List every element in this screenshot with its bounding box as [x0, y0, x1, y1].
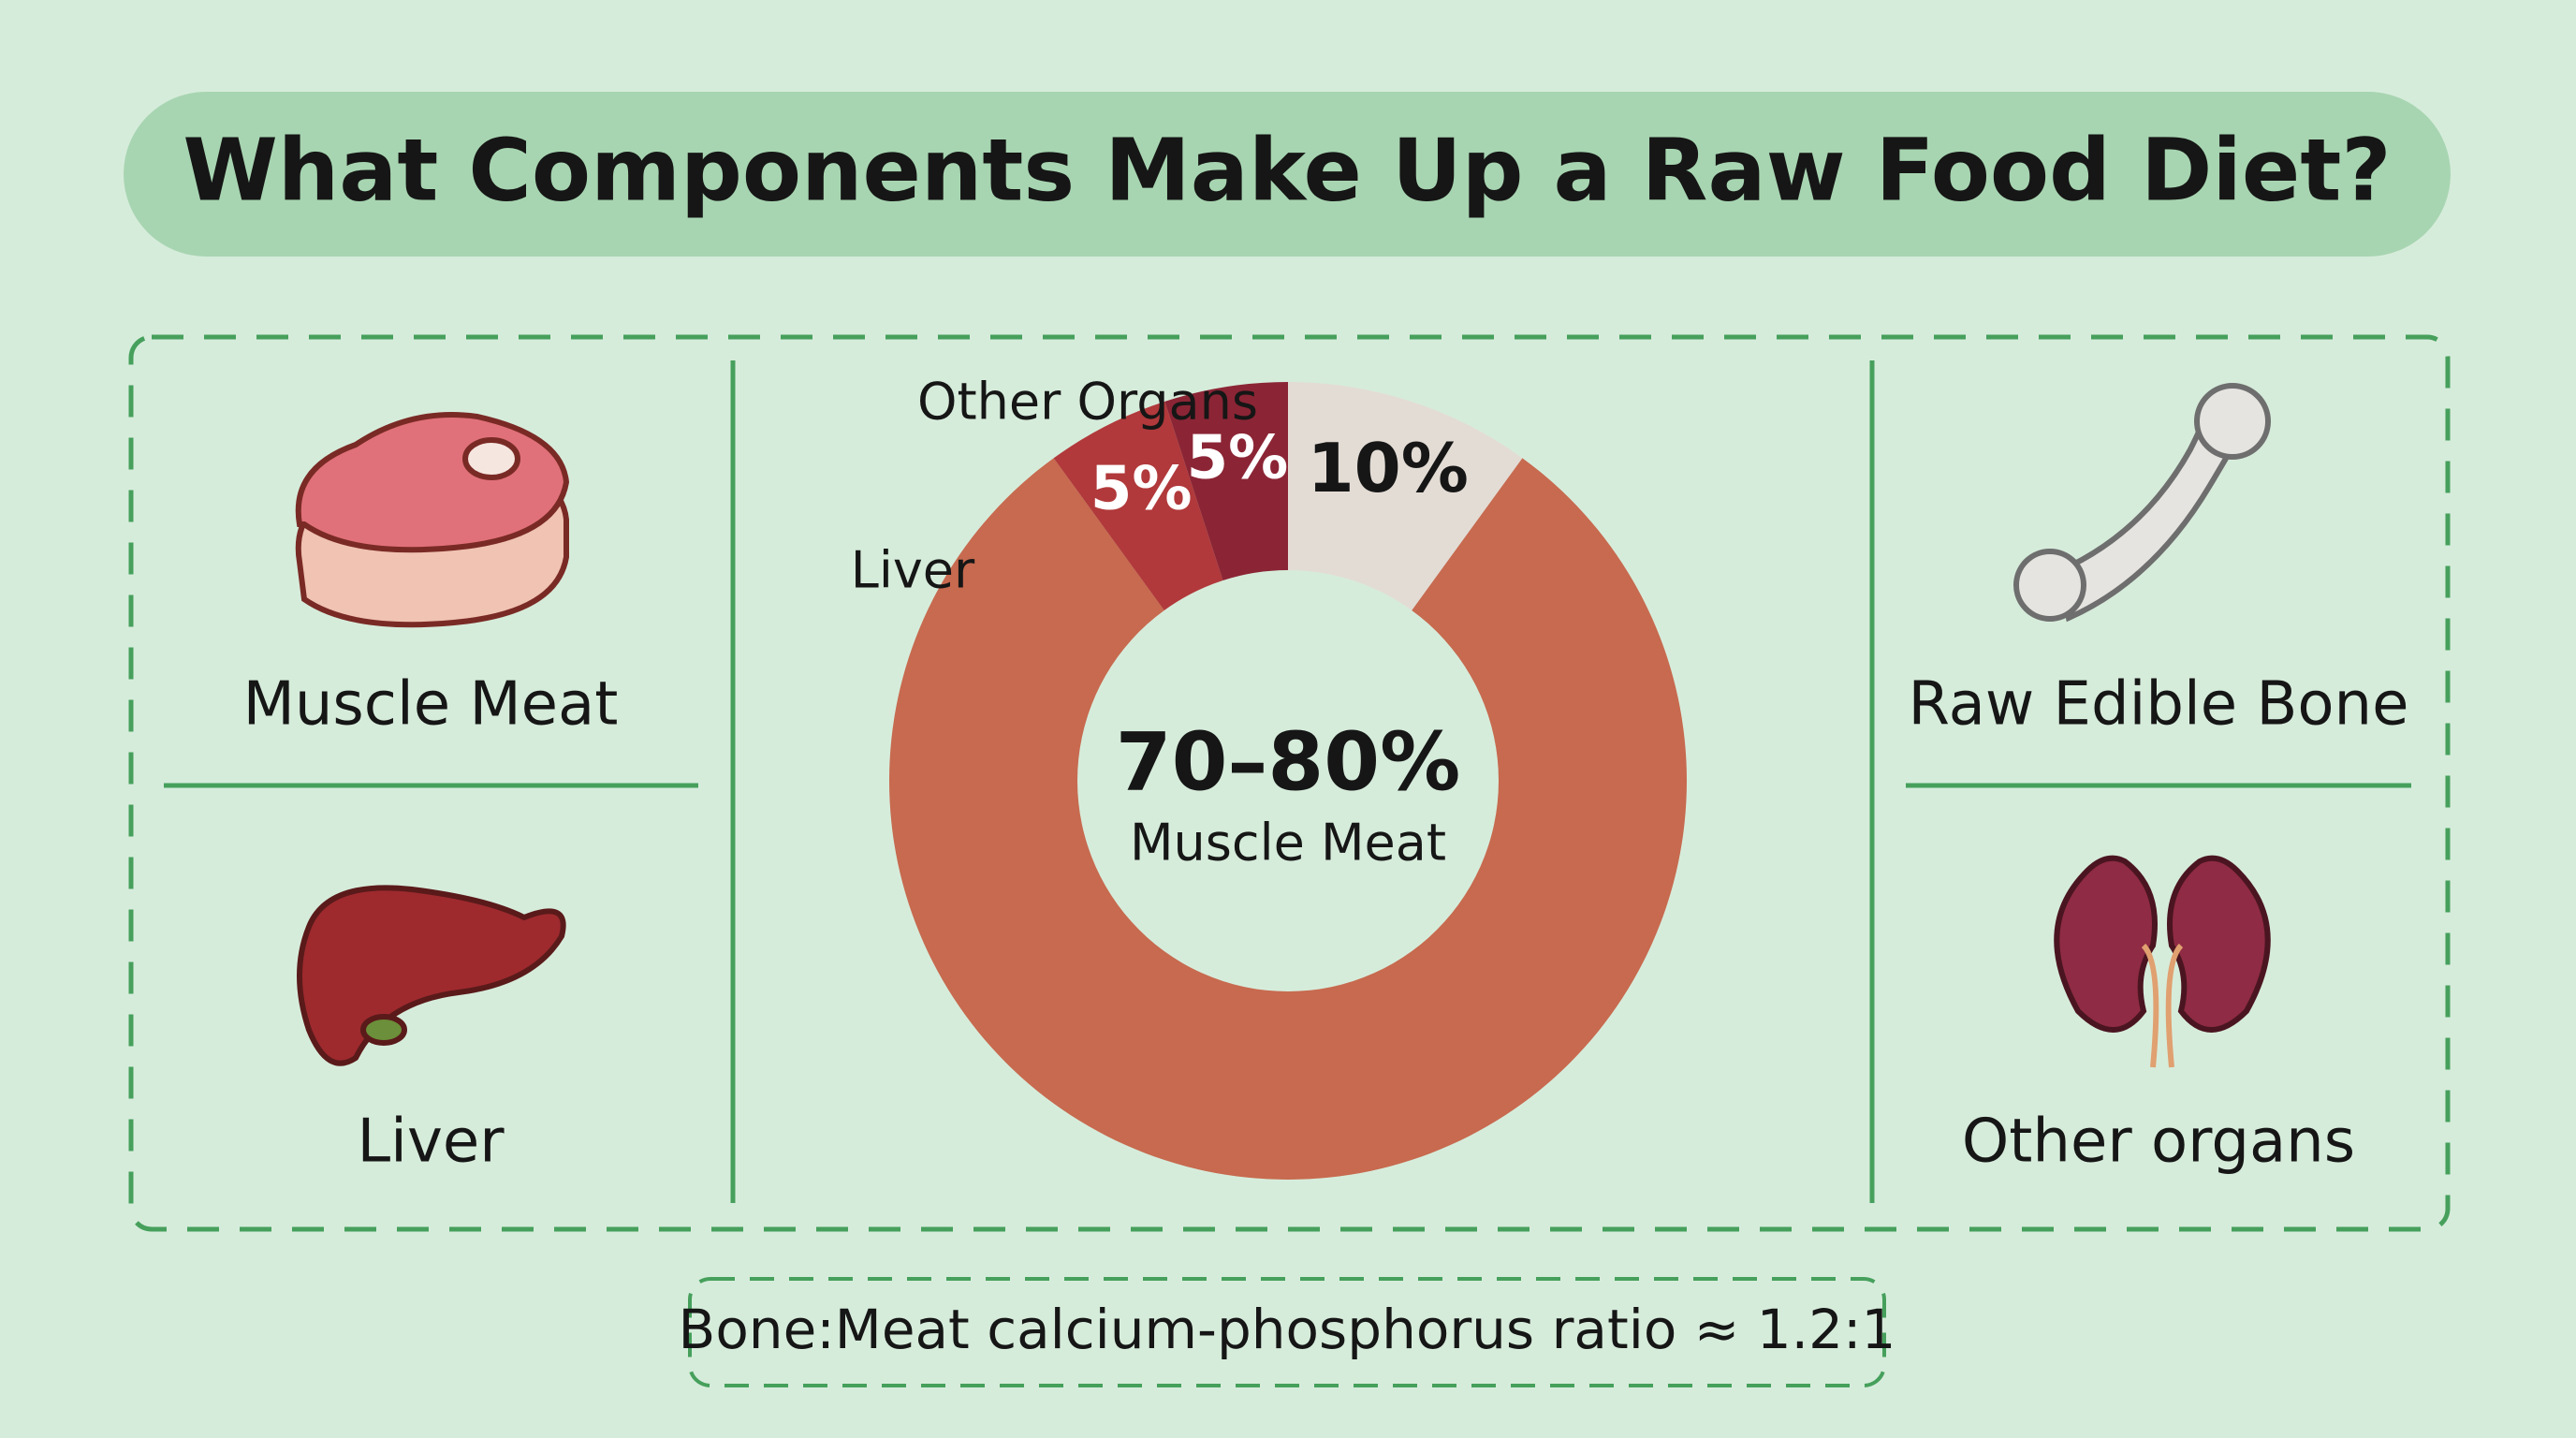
title-pill: [124, 92, 2451, 257]
liver-icon: [297, 885, 566, 1066]
donut-segment: [889, 458, 1688, 1180]
panel-frame: [128, 334, 2451, 1232]
title: What Components Make Up a Raw Food Diet?: [183, 120, 2391, 220]
kidney-icon: [2054, 855, 2271, 1068]
note-box: [688, 1277, 1886, 1387]
value-label: 5%: [1187, 423, 1289, 492]
donut-segment: [1164, 382, 1288, 581]
center-value: 70–80%: [1116, 715, 1461, 809]
value-label: 5%: [1090, 455, 1193, 524]
panel-label: Muscle Meat: [243, 670, 619, 740]
footer-note: Bone:Meat calcium-phosphorus ratio ≈ 1.2…: [679, 1298, 1896, 1361]
panel-label: Raw Edible Bone: [1909, 670, 2409, 740]
donut-segment: [1288, 382, 1523, 610]
bone-icon: [2013, 383, 2271, 623]
segment-label: Liver: [851, 541, 975, 600]
steak-icon: [295, 412, 570, 628]
segment-label: Other Organs: [917, 373, 1258, 432]
donut-segment: [1053, 401, 1223, 610]
center-label: Muscle Meat: [1130, 814, 1446, 873]
panel-label: Liver: [358, 1108, 505, 1177]
value-label: 10%: [1308, 429, 1469, 507]
panel-label: Other organs: [1962, 1108, 2355, 1177]
